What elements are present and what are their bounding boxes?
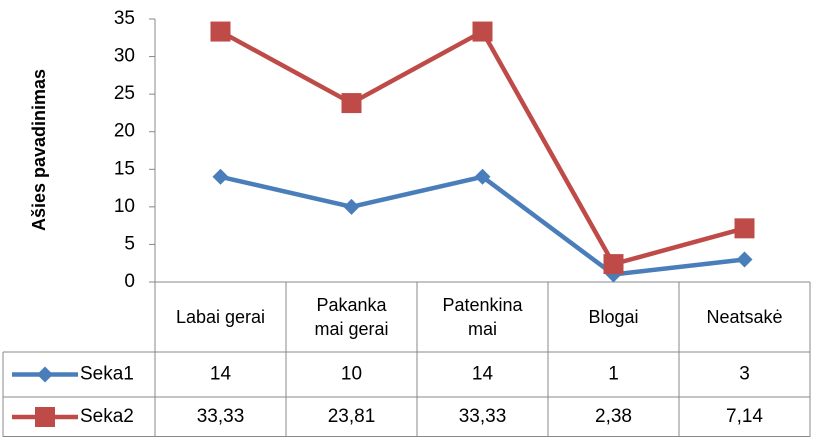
legend-marker	[37, 366, 53, 383]
category-cell: Blogai	[588, 307, 639, 327]
table-value: 14	[472, 364, 494, 385]
y-tick-label: 15	[114, 158, 135, 179]
table-value: 23,81	[328, 406, 376, 427]
x-tick-label: Labai gerai	[175, 307, 266, 327]
series-line	[219, 174, 745, 277]
category-cell: Labai gerai	[175, 307, 266, 327]
y-tick-label: 25	[114, 83, 135, 104]
y-tick-label: 35	[114, 8, 135, 29]
x-tick-label: Neatsakė	[706, 307, 783, 327]
table-value: 33,33	[459, 406, 507, 427]
table-value: 1	[608, 364, 619, 385]
legend-label: Seka2	[80, 406, 134, 427]
x-tick-label: Pakanka mai gerai	[314, 295, 389, 339]
marker	[472, 21, 493, 42]
y-tick-label: 20	[114, 121, 135, 142]
legend-marker	[35, 407, 55, 427]
y-axis-label: Ašies pavadinimas	[29, 69, 49, 231]
x-tick-label: Patenkina mai	[442, 295, 523, 339]
table-value: 33,33	[197, 406, 245, 427]
y-tick-label: 5	[124, 233, 135, 254]
marker	[474, 168, 491, 185]
table-value: 7,14	[726, 406, 763, 427]
marker	[212, 168, 229, 185]
table-value: 2,38	[595, 406, 632, 427]
x-tick-label: Blogai	[588, 307, 639, 327]
series-line	[219, 29, 746, 267]
table-value: 3	[739, 364, 750, 385]
table-value: 14	[210, 364, 232, 385]
y-tick-label: 30	[114, 46, 135, 67]
marker	[210, 21, 231, 42]
marker	[736, 251, 753, 268]
category-cell: Patenkina mai	[442, 295, 523, 339]
table-value: 10	[341, 364, 362, 385]
marker	[343, 198, 360, 215]
category-cell: Pakanka mai gerai	[314, 295, 389, 339]
y-tick-label: 10	[114, 196, 135, 217]
marker	[603, 254, 624, 275]
marker	[734, 218, 755, 239]
marker	[341, 93, 362, 114]
category-cell: Neatsakė	[706, 307, 783, 327]
y-tick-label: 0	[124, 271, 135, 292]
legend-label: Seka1	[80, 364, 134, 385]
